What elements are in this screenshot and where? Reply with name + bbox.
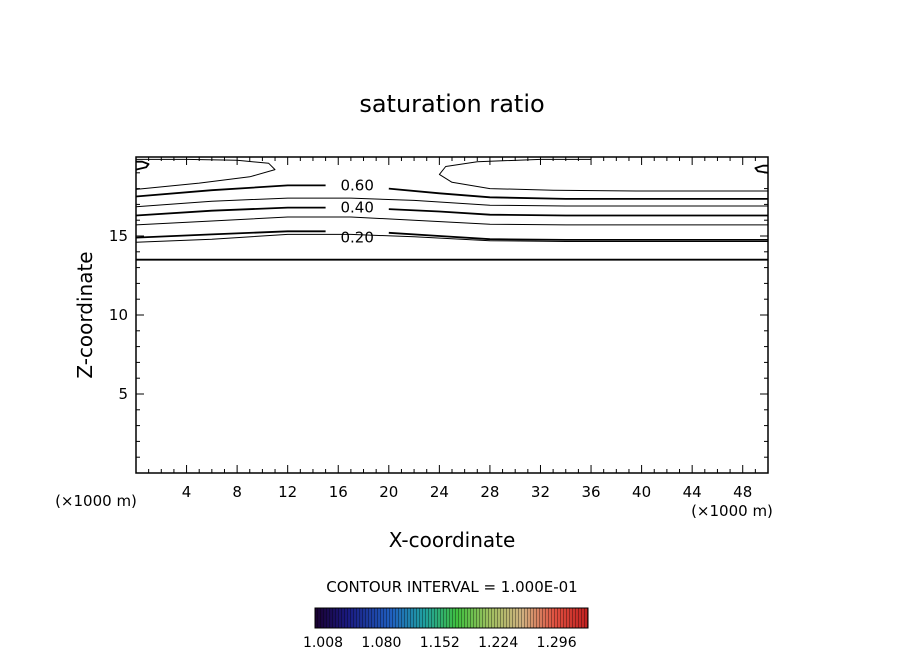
contour-line-2 [135,230,326,239]
chart-title: saturation ratio [359,90,544,118]
plot-frame [135,156,769,474]
colorbar-tick-label: 1.224 [478,635,518,651]
contour-label-2: 0.20 [340,229,373,247]
contour-line-3 [388,231,768,241]
contour-line-5 [135,206,326,217]
x-axis-label: X-coordinate [389,528,516,552]
y-axis-ticks: 5 10 15 [109,172,768,458]
x-tick-label: 20 [379,483,398,501]
x-tick-label: 40 [632,483,651,501]
contour-line-13 [754,164,769,174]
x-tick-label: 36 [581,483,600,501]
contour-line-11 [438,158,768,192]
contour-label-0: 0.60 [340,176,373,194]
contour-line-1 [135,233,768,243]
y-tick-label: 10 [109,306,128,324]
x-tick-label: 24 [430,483,449,501]
x-tick-label: 8 [232,483,242,501]
colorbar-tick-label: 1.080 [361,635,401,651]
x-tick-label: 48 [733,483,752,501]
contour-line-12 [135,160,150,171]
y-tick-label: 5 [118,385,128,403]
x-tick-label: 12 [278,483,297,501]
contour-line-10 [135,158,276,190]
colorbar-frame [314,607,589,629]
colorbar-tick-label: 1.296 [537,635,577,651]
y-axis-label: Z-coordinate [73,251,97,378]
x-tick-label: 16 [329,483,348,501]
y-tick-label: 15 [109,227,128,245]
contour-interval-label: CONTOUR INTERVAL = 1.000E-01 [326,578,577,596]
x-axis-ticks: 4 8 12 16 20 24 28 32 36 40 44 48 [148,157,756,501]
x-tick-label: 4 [182,483,192,501]
colorbar-tick-label: 1.152 [420,635,460,651]
contour-line-6 [388,208,768,217]
contour-line-4 [135,216,768,226]
contour-label-1: 0.40 [340,199,373,217]
contour-line-7 [135,197,768,208]
contour-labels: 0.60 0.40 0.20 [340,176,373,246]
colorbar-tick-labels: 1.008 1.080 1.152 1.224 1.296 [303,635,577,651]
x-unit-label-left: (×1000 m) [55,492,137,510]
contour-lines [135,158,769,261]
x-tick-label: 28 [480,483,499,501]
x-tick-label: 44 [683,483,702,501]
colorbar-stripes [315,608,588,628]
colorbar-tick-label: 1.008 [303,635,343,651]
colorbar [314,607,589,629]
x-unit-label-right: (×1000 m) [691,502,773,520]
contour-line-9 [388,187,768,200]
contour-line-8 [135,184,326,198]
x-tick-label: 32 [531,483,550,501]
